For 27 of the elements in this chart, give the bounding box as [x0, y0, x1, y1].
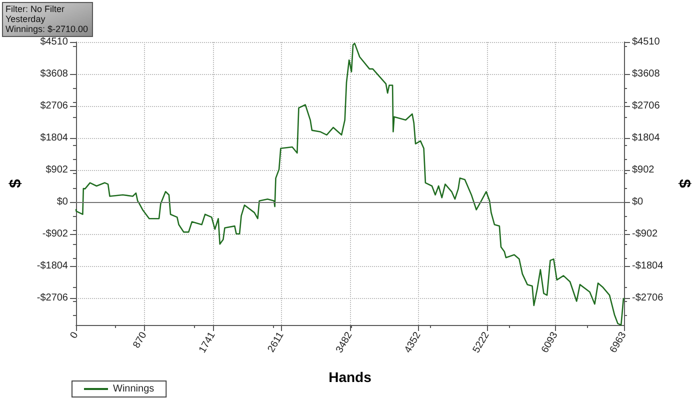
- y-tick-label: $902: [46, 164, 68, 176]
- x-tick-label: 0: [68, 330, 81, 341]
- y-tick-label: $3608: [40, 68, 68, 80]
- y2-tick-label: -$1804: [632, 260, 664, 272]
- text: Filter: No Filter: [6, 4, 65, 14]
- legend-label: Winnings: [113, 384, 154, 394]
- y-axis-title: $: [8, 178, 24, 188]
- y-tick-label: $0: [56, 196, 68, 208]
- y2-axis-title: $: [676, 179, 692, 188]
- y2-tick-label: $0: [632, 196, 644, 208]
- y-tick-label: -$2706: [36, 292, 68, 304]
- y2-tick-label: $4510: [632, 36, 660, 48]
- x-axis-title: Hands: [328, 369, 372, 385]
- text: Yesterday: [6, 14, 46, 24]
- y-tick-label: $2706: [40, 100, 68, 112]
- y2-tick-label: $902: [632, 164, 655, 176]
- y2-tick-label: $1804: [632, 132, 660, 144]
- text: Winnings: $-2710.00: [6, 24, 88, 34]
- y-tick-label: -$1804: [36, 260, 68, 272]
- y2-tick-label: $3608: [632, 68, 660, 80]
- y2-tick-label: -$902: [632, 228, 658, 240]
- y2-tick-label: $2706: [632, 100, 660, 112]
- y-tick-label: -$902: [42, 228, 68, 240]
- y-tick-label: $1804: [40, 132, 68, 144]
- y-tick-label: $4510: [40, 36, 68, 48]
- y2-tick-label: -$2706: [632, 292, 664, 304]
- x-tick-label: 870: [131, 330, 150, 350]
